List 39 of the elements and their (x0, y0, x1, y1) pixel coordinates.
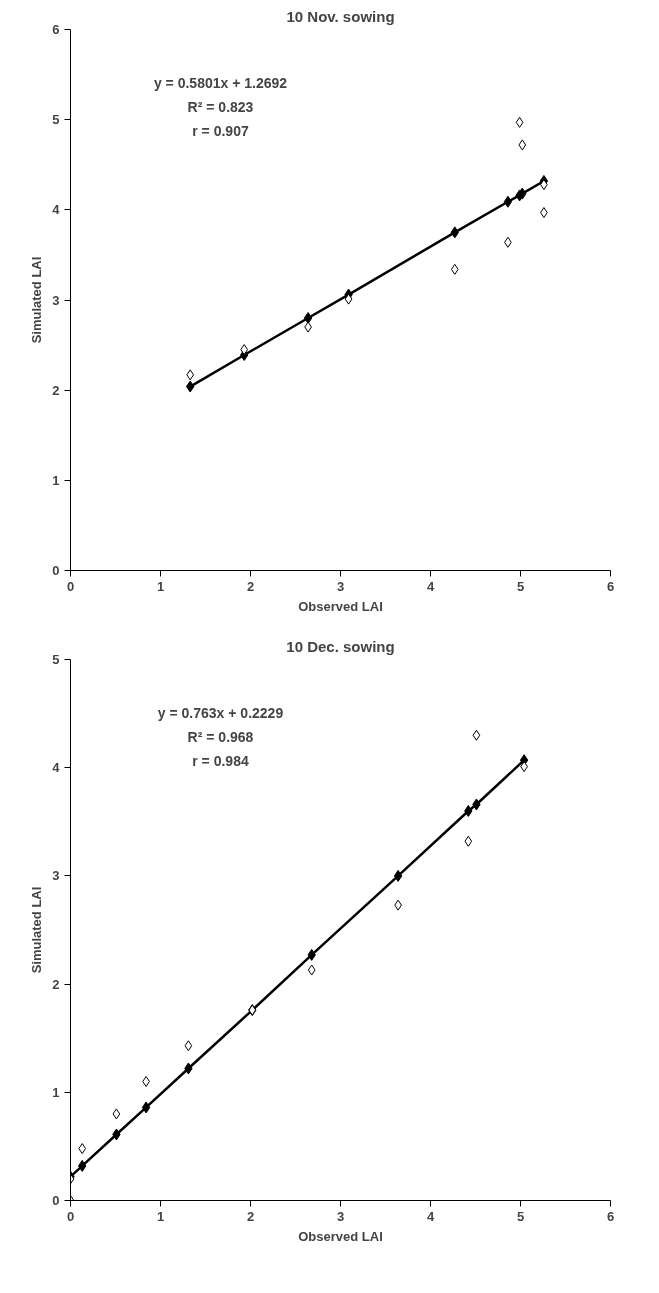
x-tick-label: 0 (66, 1208, 75, 1224)
annotation: R² = 0.823 (187, 98, 254, 115)
x-tick-label: 1 (156, 578, 165, 594)
x-tick-label: 5 (516, 1208, 525, 1224)
x-tick-label: 4 (426, 1208, 435, 1224)
x-tick-label: 2 (246, 578, 255, 594)
x-tick-label: 1 (156, 1208, 165, 1224)
y-tick-label: 3 (52, 292, 60, 308)
y-axis-title: Simulated LAI (29, 256, 45, 344)
y-tick-label: 2 (52, 976, 60, 992)
y-axis-title: Simulated LAI (29, 886, 45, 974)
x-tick-label: 0 (66, 578, 75, 594)
chart-title: 10 Dec. sowing (286, 637, 395, 655)
annotation: r = 0.907 (192, 122, 249, 139)
annotation: R² = 0.968 (187, 728, 254, 745)
x-tick-label: 3 (336, 578, 345, 594)
annotation: r = 0.984 (192, 752, 249, 769)
x-tick-label: 4 (426, 578, 435, 594)
y-tick-label: 6 (52, 22, 60, 37)
y-tick-label: 0 (52, 1193, 60, 1208)
x-tick-label: 2 (246, 1208, 255, 1224)
x-tick-label: 6 (606, 578, 615, 594)
y-tick-label: 5 (52, 112, 60, 128)
y-tick-label: 5 (52, 652, 60, 667)
x-tick-label: 3 (336, 1208, 345, 1224)
annotation: y = 0.5801x + 1.2692 (153, 74, 288, 91)
y-tick-label: 4 (52, 202, 61, 218)
y-tick-label: 2 (52, 382, 60, 398)
y-tick-label: 4 (52, 760, 61, 776)
y-tick-label: 1 (52, 472, 60, 488)
y-tick-label: 0 (52, 563, 60, 578)
x-axis-title: Observed LAI (298, 1228, 383, 1244)
annotation: y = 0.763x + 0.2229 (157, 704, 284, 721)
y-tick-label: 3 (52, 868, 60, 884)
x-axis-title: Observed LAI (298, 598, 383, 614)
y-tick-label: 1 (52, 1084, 60, 1100)
x-tick-label: 5 (516, 578, 525, 594)
chart-title: 10 Nov. sowing (286, 7, 395, 25)
x-tick-label: 6 (606, 1208, 615, 1224)
